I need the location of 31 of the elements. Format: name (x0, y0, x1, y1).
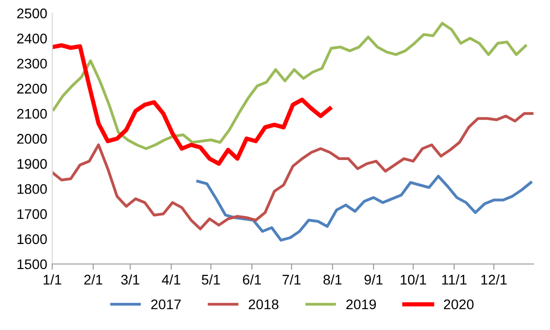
y-tick-label: 2400 (17, 34, 47, 44)
x-tick-label: 7/1 (282, 274, 301, 285)
line-series (52, 43, 332, 166)
x-tick-label: 3/1 (121, 274, 140, 285)
y-tick-label: 2200 (17, 84, 47, 94)
x-tick-label: 1/1 (44, 274, 62, 285)
y-tick-label: 2000 (17, 134, 47, 144)
x-tick-label: 11/1 (442, 274, 466, 285)
y-tick-label: 1700 (18, 209, 47, 220)
x-tick-label: 2/1 (84, 274, 102, 285)
x-tick-label: 4/1 (162, 274, 180, 285)
y-tick-label: 2500 (17, 8, 47, 18)
x-tick-label: 9/1 (364, 274, 382, 285)
line-series (52, 22, 527, 150)
y-tick-label: 1900 (18, 159, 47, 169)
legend-label: 2019 (346, 299, 376, 310)
line-series (196, 174, 532, 242)
y-tick-label: 2300 (17, 58, 47, 69)
y-tick-label: 1600 (18, 234, 47, 244)
y-tick-label: 1800 (18, 184, 47, 194)
legend-label: 2020 (444, 299, 474, 310)
x-tick-label: 6/1 (242, 274, 261, 285)
x-tick-label: 8/1 (323, 274, 342, 285)
y-tick-label: 1500 (18, 259, 47, 270)
legend-label: 2017 (151, 299, 181, 310)
x-tick-label: 10/1 (400, 274, 426, 285)
x-tick-label: 5/1 (202, 274, 220, 285)
line-series (52, 112, 534, 230)
y-tick-label: 2100 (17, 108, 47, 119)
legend-label: 2018 (248, 299, 278, 310)
x-tick-label: 12/1 (481, 274, 507, 285)
